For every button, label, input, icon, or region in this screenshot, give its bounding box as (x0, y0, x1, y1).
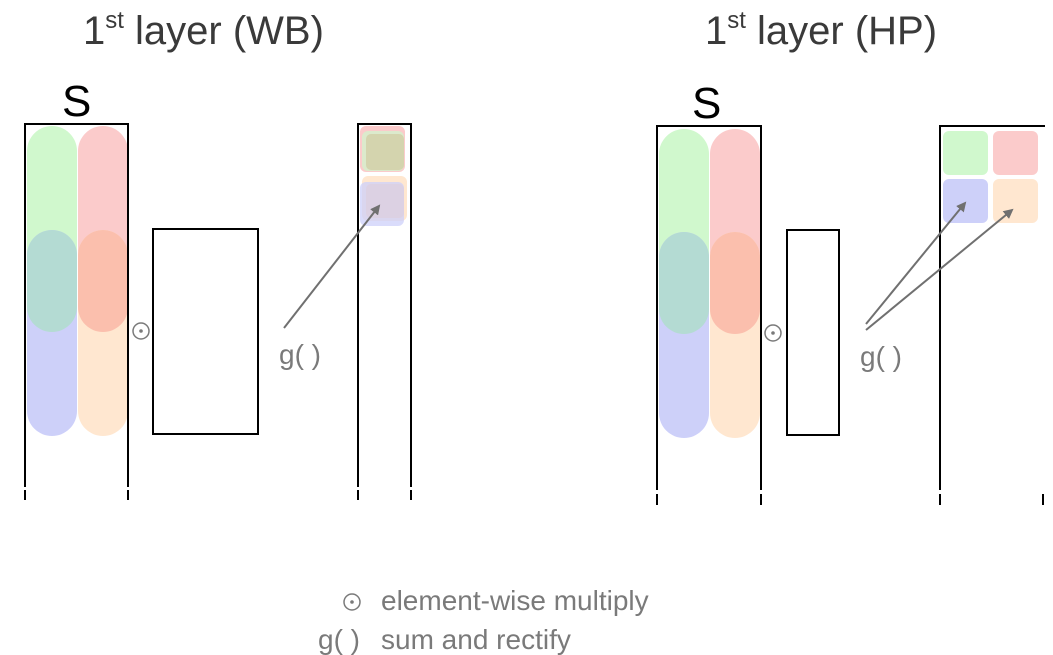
pill-overlap-teal (27, 230, 77, 332)
legend-g-symbol: g( ) (318, 624, 360, 655)
panel-hp-g-label: g( ) (860, 341, 902, 372)
pill-overlap-salmon (710, 232, 760, 334)
panel-wb: 1st layer (WB) S (24, 7, 412, 500)
cell-peach (993, 179, 1038, 223)
panel-wb-weight-matrix (152, 228, 259, 435)
panel-hp-multiply-icon (764, 324, 782, 342)
panel-hp-weight-matrix (786, 229, 840, 436)
panel-hp-s-matrix (659, 129, 760, 438)
panel-hp-arrow-1 (865, 201, 967, 325)
panel-hp-s-label: S (692, 79, 721, 128)
panel-wb-g-label: g( ) (279, 339, 321, 370)
panel-hp-output-cells (943, 131, 1038, 223)
cell-green (943, 131, 988, 175)
legend: element-wise multiply g( ) sum and recti… (318, 585, 649, 655)
panel-hp-title: 1st layer (HP) (705, 7, 937, 53)
cell-red (993, 131, 1038, 175)
panel-wb-s-matrix (27, 126, 128, 436)
legend-multiply-icon (343, 593, 361, 611)
panel-hp-s-outline (656, 125, 762, 490)
panel-wb-title: 1st layer (WB) (83, 7, 324, 53)
legend-g-text: sum and rectify (381, 624, 571, 655)
panel-wb-arrow (283, 204, 381, 329)
pill-overlap-salmon (78, 230, 128, 332)
panel-wb-output-outline (357, 123, 412, 487)
legend-multiply-text: element-wise multiply (381, 585, 649, 616)
panel-hp: 1st layer (HP) S g( ) (656, 7, 1045, 505)
panel-hp-output-outline (939, 125, 1045, 490)
panel-hp-arrow-2 (865, 208, 1014, 331)
cell-blue (943, 179, 988, 223)
panel-wb-s-outline (24, 123, 129, 487)
panel-wb-s-label: S (62, 77, 91, 126)
panel-wb-output-cells (360, 126, 407, 226)
panel-wb-multiply-icon (132, 322, 150, 340)
pill-overlap-teal (659, 232, 709, 334)
